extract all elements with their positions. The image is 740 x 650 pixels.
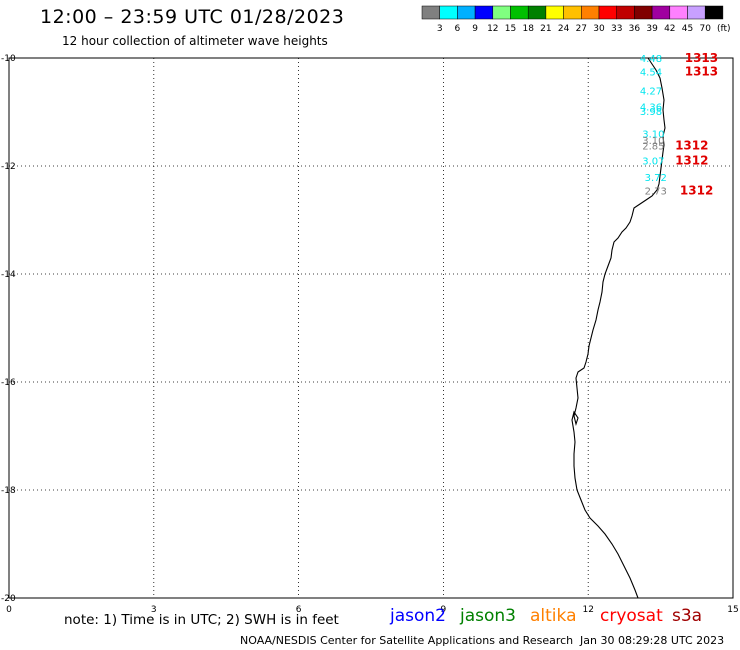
colorbar-tick-label: 42: [664, 24, 675, 34]
satellite-label-cryosat: cryosat: [600, 606, 663, 626]
map-gridlines: [9, 58, 733, 598]
colorbar-tick-label: 3: [437, 24, 443, 34]
pass-number-label: 1313: [685, 51, 718, 65]
colorbar-tick-label: 70: [699, 24, 711, 34]
colorbar-swatch: [704, 5, 724, 20]
satellite-label-altika: altika: [530, 606, 577, 626]
colorbar-tick-label: 15: [505, 24, 516, 34]
latitude-tick-label: -18: [1, 486, 16, 496]
pass-number-label: 1312: [680, 183, 713, 197]
satellite-label-s3a: s3a: [672, 606, 703, 626]
longitude-tick-label: 6: [296, 605, 302, 615]
pass-number-label: 1312: [675, 138, 708, 152]
latitude-tick-label: -10: [1, 54, 16, 64]
wave-height-label: 3.72: [645, 173, 667, 184]
coastline: [571, 57, 666, 599]
latitude-tick-label: -14: [1, 270, 16, 280]
wave-height-label: 2.85: [642, 141, 664, 152]
colorbar-tick-label: 12: [487, 24, 498, 34]
latitude-tick-label: -20: [1, 594, 16, 604]
satellite-label-jason2: jason2: [390, 606, 446, 626]
map-frame: [8, 57, 734, 599]
wave-height-label: 3.10: [642, 130, 664, 141]
map-subtitle: 12 hour collection of altimeter wave hei…: [62, 34, 328, 48]
wave-height-label: 4.54: [640, 68, 662, 79]
colorbar-tick-label: 45: [682, 24, 693, 34]
wave-height-label: 3.10: [642, 136, 664, 147]
colorbar-tick-label: 21: [540, 24, 551, 34]
colorbar-tick-label: 24: [558, 24, 570, 34]
colorbar-tick-label: 33: [611, 24, 622, 34]
wave-height-label: 3.98: [640, 107, 662, 118]
longitude-tick-label: 9: [441, 605, 447, 615]
colorbar-tick-label: 18: [522, 24, 534, 34]
colorbar-tick-label: 30: [593, 24, 605, 34]
colorbar-tick-label: 39: [646, 24, 658, 34]
credit-line: NOAA/NESDIS Center for Satellite Applica…: [240, 634, 574, 647]
generation-timestamp: Jan 30 08:29:28 UTC 2023: [580, 634, 725, 647]
latitude-tick-label: -12: [1, 162, 16, 172]
wave-height-label: 3.07: [642, 157, 664, 168]
colorbar-tick-label: 36: [629, 24, 641, 34]
longitude-tick-label: 12: [582, 605, 593, 615]
wave-height-colorbar: 3 6 9 12 15 18 21 24 27 30 33 36 39 42 45 70 (ft): [421, 5, 731, 34]
latitude-tick-label: -16: [1, 378, 16, 388]
satellite-label-jason3: jason3: [460, 606, 516, 626]
pass-number-label: 1312: [675, 154, 708, 168]
pass-number-label: 1313: [685, 65, 718, 79]
wave-height-label: 2.73: [645, 186, 667, 197]
longitude-tick-label: 15: [727, 605, 738, 615]
colorbar-tick-label: 27: [576, 24, 587, 34]
wave-height-label: 4.36: [640, 103, 662, 114]
colorbar-tick-label: 6: [455, 24, 461, 34]
wave-height-label: 4.48: [640, 54, 662, 65]
wave-height-label: 4.27: [640, 86, 662, 97]
colorbar-tick-label: 9: [472, 24, 478, 34]
longitude-tick-label: 0: [6, 605, 12, 615]
footer-note: note: 1) Time is in UTC; 2) SWH is in fe…: [64, 612, 339, 628]
map-title: 12:00 – 23:59 UTC 01/28/2023: [40, 6, 345, 28]
longitude-tick-label: 3: [151, 605, 157, 615]
colorbar-unit-label: (ft): [717, 24, 731, 34]
